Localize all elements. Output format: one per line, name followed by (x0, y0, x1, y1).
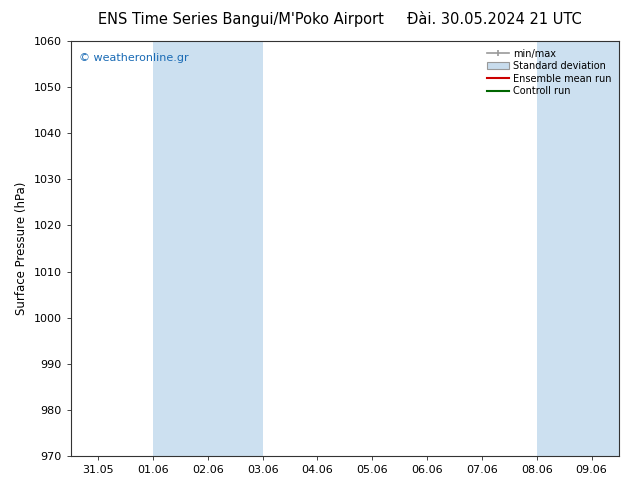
Bar (537, 41, 619, 456)
Legend: min/max, Standard deviation, Ensemble mean run, Controll run: min/max, Standard deviation, Ensemble me… (484, 46, 614, 99)
Y-axis label: Surface Pressure (hPa): Surface Pressure (hPa) (15, 182, 28, 315)
Text: ENS Time Series Bangui/M'Poko Airport: ENS Time Series Bangui/M'Poko Airport (98, 12, 384, 27)
Bar (153, 41, 262, 456)
Text: © weatheronline.gr: © weatheronline.gr (79, 53, 188, 64)
Text: Đài. 30.05.2024 21 UTC: Đài. 30.05.2024 21 UTC (407, 12, 582, 27)
